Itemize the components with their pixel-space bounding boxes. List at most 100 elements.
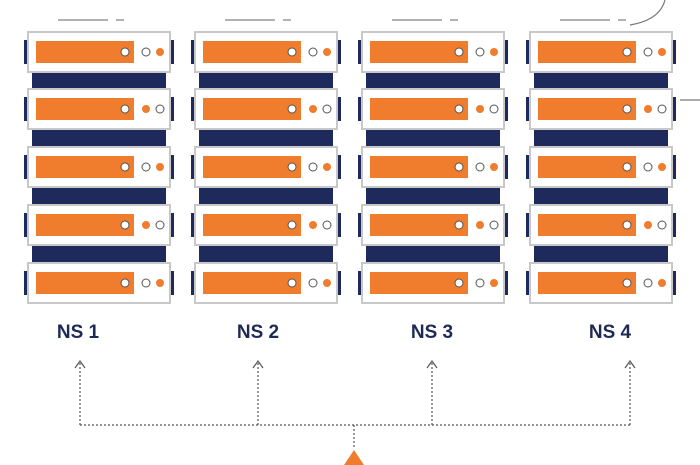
node-label: NS 4 — [589, 322, 632, 343]
led — [658, 48, 666, 56]
side-mark — [505, 271, 508, 295]
triangle — [344, 450, 364, 465]
led — [323, 163, 331, 171]
drive-button — [120, 220, 130, 230]
drive-button — [287, 162, 297, 172]
side-mark — [191, 271, 194, 295]
side-mark — [338, 271, 341, 295]
led — [309, 105, 317, 113]
drive-bar — [538, 156, 636, 178]
decoration — [629, 0, 666, 26]
side-mark — [526, 155, 529, 179]
led — [476, 221, 484, 229]
led — [308, 162, 318, 172]
drive-bar — [36, 214, 134, 236]
led — [309, 221, 317, 229]
led — [643, 278, 653, 288]
side-mark — [358, 271, 361, 295]
led — [658, 279, 666, 287]
side-mark — [24, 40, 27, 64]
drive-button — [622, 278, 632, 288]
drive-bar — [203, 214, 301, 236]
drive-bar — [36, 98, 134, 120]
led — [489, 104, 499, 114]
led — [643, 47, 653, 57]
drive-bar — [370, 156, 468, 178]
drive-button — [622, 162, 632, 172]
led — [475, 278, 485, 288]
drive-bar — [538, 214, 636, 236]
led — [657, 220, 667, 230]
led — [490, 48, 498, 56]
side-mark — [526, 271, 529, 295]
side-mark — [338, 213, 341, 237]
led — [490, 163, 498, 171]
side-mark — [24, 213, 27, 237]
connector-arrows — [79, 362, 631, 448]
side-mark — [358, 40, 361, 64]
led — [323, 48, 331, 56]
drive-bar — [36, 156, 134, 178]
led — [475, 162, 485, 172]
led — [643, 162, 653, 172]
rack-band — [199, 70, 333, 91]
drive-bar — [370, 98, 468, 120]
led — [156, 279, 164, 287]
drive-button — [287, 47, 297, 57]
rack-band — [366, 243, 500, 265]
side-mark — [673, 213, 676, 237]
side-mark — [358, 213, 361, 237]
side-mark — [338, 97, 341, 121]
arrow-head — [624, 359, 636, 369]
drive-button — [287, 220, 297, 230]
led — [490, 279, 498, 287]
side-mark — [526, 40, 529, 64]
racks — [24, 19, 676, 304]
led — [322, 104, 332, 114]
side-mark — [171, 213, 174, 237]
drive-bar — [538, 272, 636, 294]
connector — [79, 362, 631, 448]
drive-bar — [370, 41, 468, 63]
drive-button — [622, 47, 632, 57]
led — [141, 47, 151, 57]
led — [644, 221, 652, 229]
drive-bar — [370, 272, 468, 294]
drive-button — [454, 104, 464, 114]
drive-bar — [203, 272, 301, 294]
led — [156, 48, 164, 56]
drive-button — [120, 104, 130, 114]
side-mark — [171, 271, 174, 295]
node-label: NS 2 — [237, 322, 279, 343]
rack-band — [366, 185, 500, 207]
drive-button — [287, 104, 297, 114]
rack-band — [199, 127, 333, 149]
rack-band — [32, 127, 166, 149]
drive-bar — [538, 98, 636, 120]
drive-bar — [203, 98, 301, 120]
arrow-heads — [74, 359, 636, 369]
side-mark — [338, 40, 341, 64]
drive-bar — [370, 214, 468, 236]
led — [476, 105, 484, 113]
drive-bar — [36, 41, 134, 63]
led — [156, 163, 164, 171]
drive-button — [287, 278, 297, 288]
led — [141, 162, 151, 172]
led — [141, 278, 151, 288]
drive-bar — [538, 41, 636, 63]
side-mark — [171, 155, 174, 179]
drive-button — [120, 278, 130, 288]
led — [644, 105, 652, 113]
rack-band — [366, 70, 500, 91]
led — [323, 279, 331, 287]
node-label: NS 1 — [57, 322, 100, 343]
side-mark — [673, 271, 676, 295]
side-mark — [673, 40, 676, 64]
drive-button — [454, 162, 464, 172]
side-mark — [358, 155, 361, 179]
drive-button — [454, 47, 464, 57]
drive-bar — [203, 41, 301, 63]
drive-button — [454, 220, 464, 230]
rack-band — [534, 70, 668, 91]
